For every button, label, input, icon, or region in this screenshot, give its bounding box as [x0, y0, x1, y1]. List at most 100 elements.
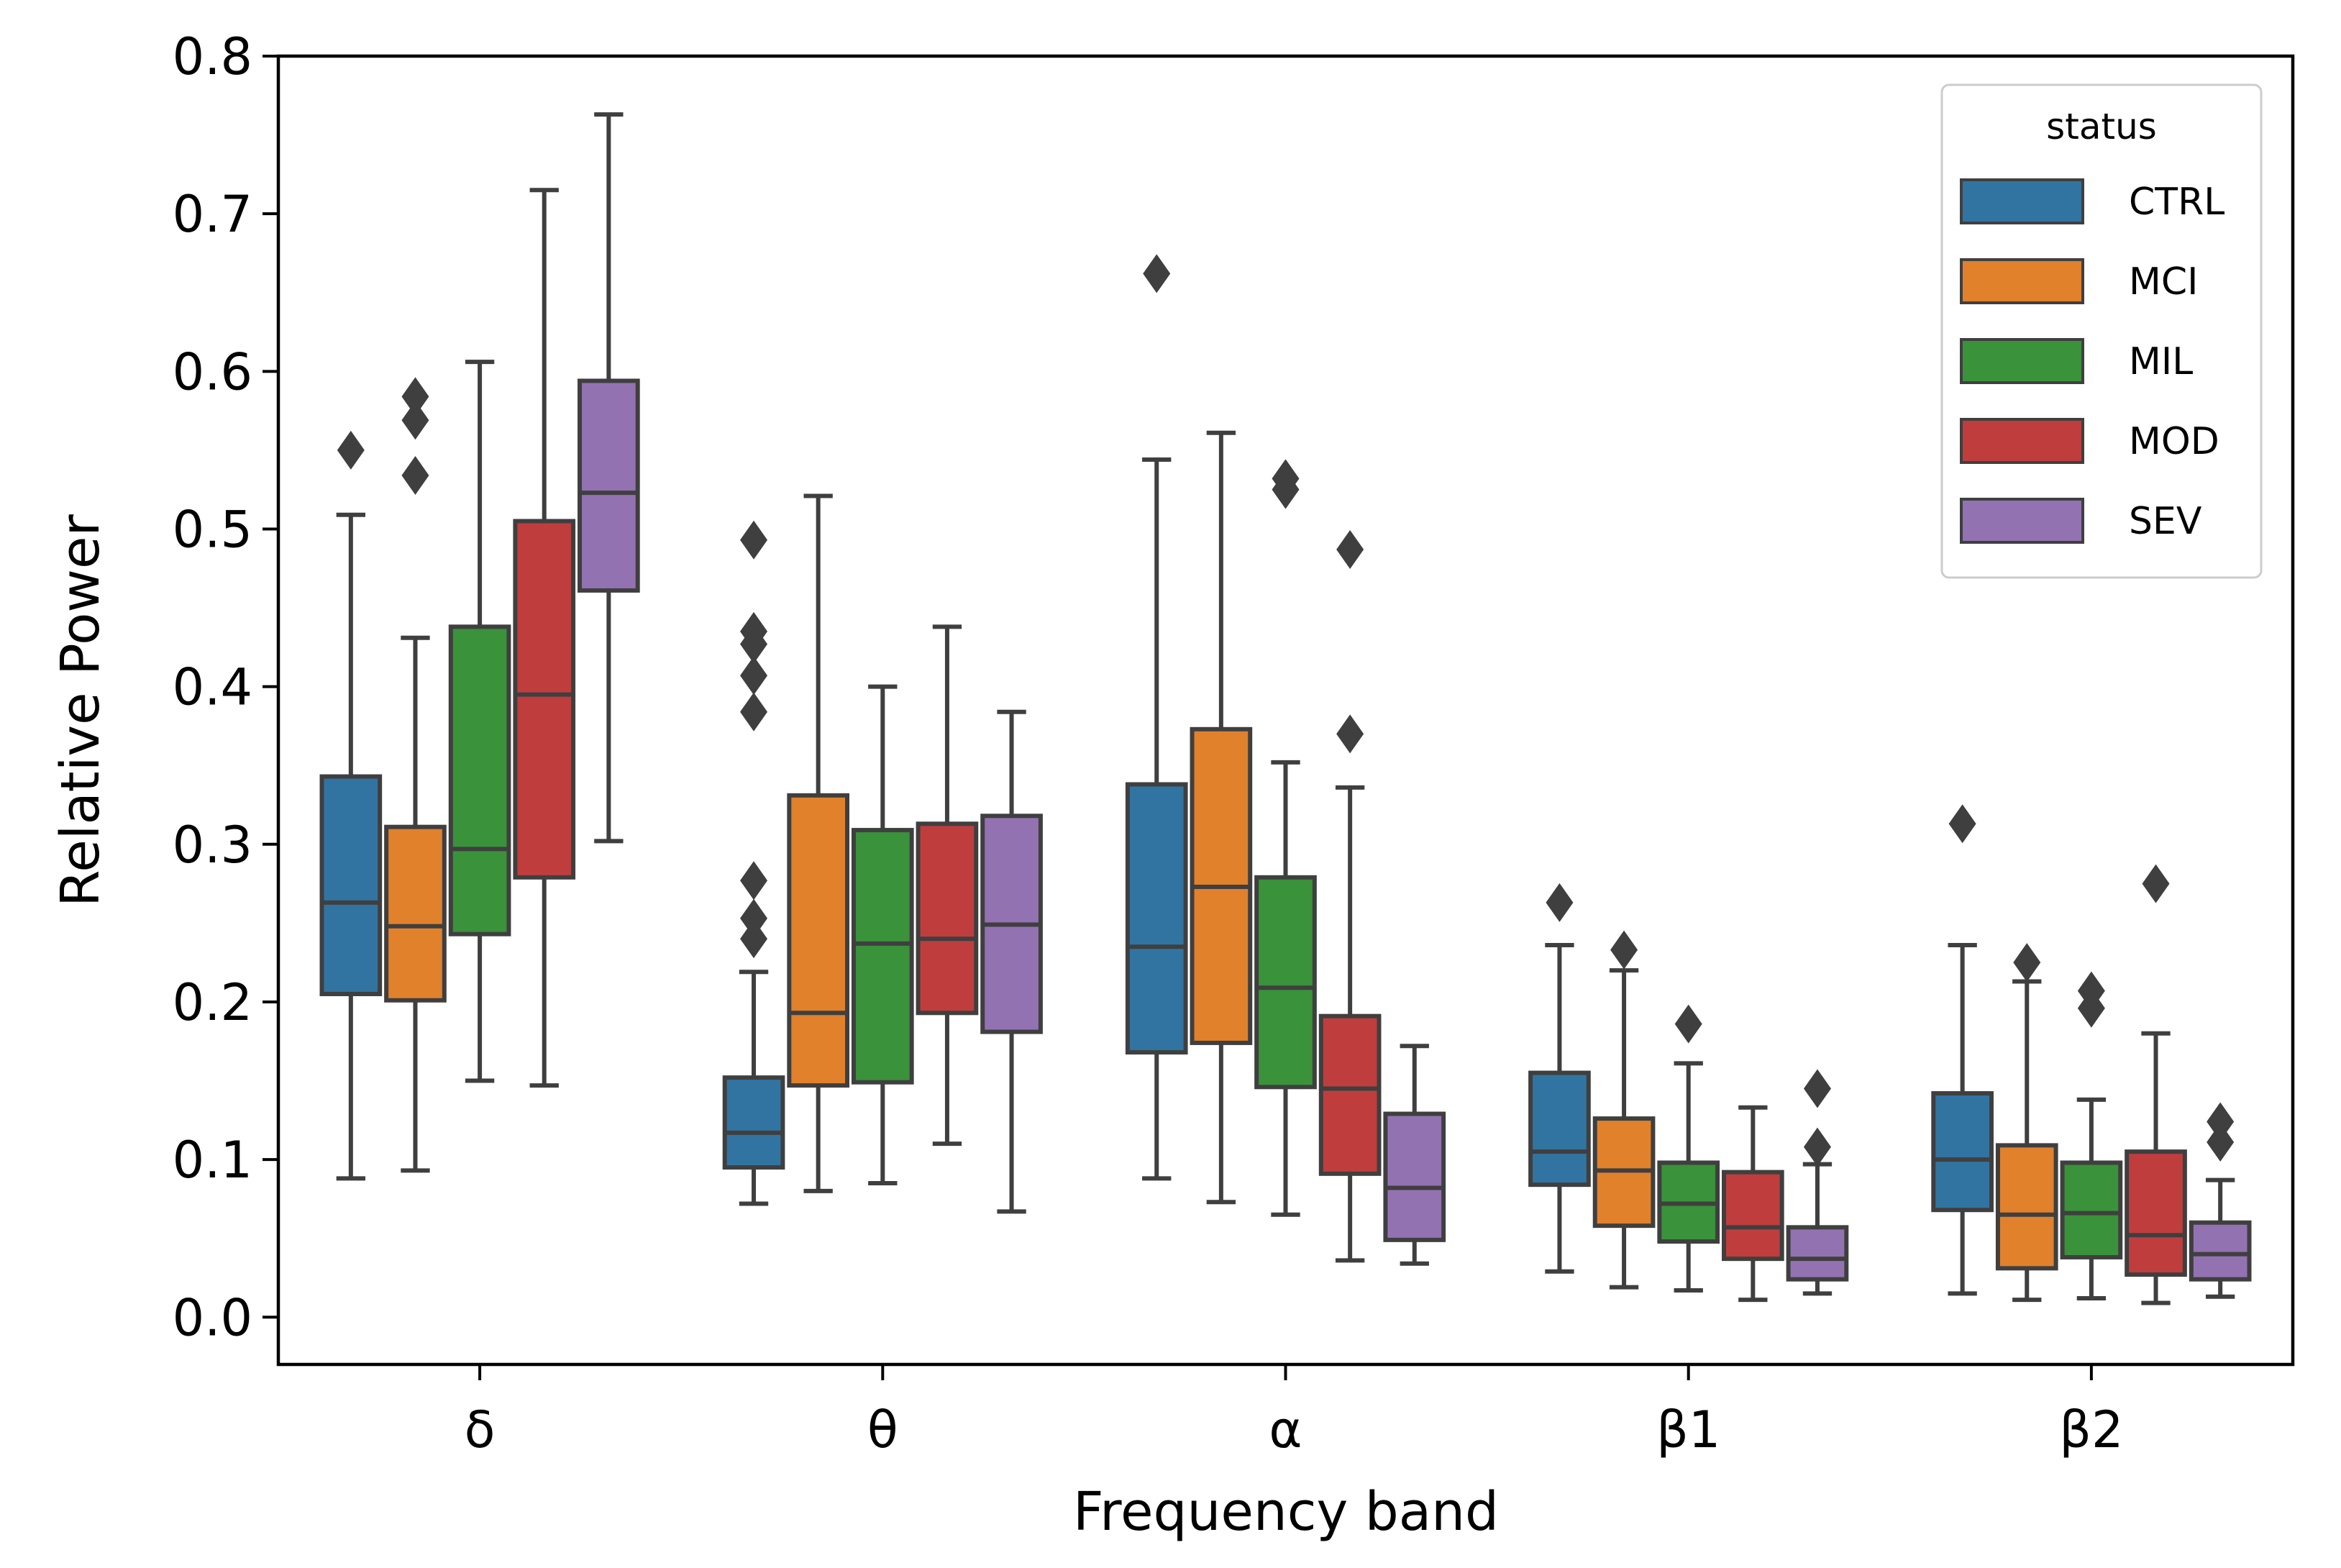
box-mod-3: [1721, 1105, 1784, 1303]
outlier-marker: [740, 898, 768, 938]
iqr-box: [1786, 1225, 1849, 1282]
outlier-marker: [1674, 1004, 1702, 1044]
box-mil-2: [1254, 459, 1317, 1217]
box-mil-3: [1657, 1004, 1720, 1293]
outlier-marker: [1336, 714, 1364, 754]
iqr-box: [1383, 1111, 1446, 1242]
outlier-marker: [2077, 971, 2105, 1011]
outlier-marker: [1948, 804, 1976, 844]
y-tick-label: 0.3: [173, 816, 252, 875]
y-axis-label: Relative Power: [50, 514, 111, 907]
iqr-box: [319, 774, 383, 996]
iqr-box: [513, 519, 576, 880]
x-tick-label: β2: [2059, 1400, 2123, 1459]
box-mci-0: [384, 377, 447, 1173]
y-tick-label: 0.4: [173, 658, 252, 717]
box-sev-3: [1786, 1069, 1849, 1296]
outlier-marker: [2013, 943, 2041, 983]
iqr-box: [1318, 1013, 1382, 1176]
iqr-box: [851, 828, 914, 1085]
iqr-box: [1931, 1091, 1994, 1213]
legend-label-ctrl: CTRL: [2129, 181, 2224, 224]
box-mod-0: [513, 188, 576, 1088]
box-sev-0: [578, 112, 640, 844]
iqr-box: [916, 821, 979, 1016]
x-tick-label: β1: [1656, 1400, 1720, 1459]
legend-label-sev: SEV: [2129, 500, 2202, 543]
outlier-marker: [337, 430, 365, 470]
y-tick-label: 0.1: [173, 1131, 252, 1190]
outlier-marker: [740, 520, 768, 560]
y-tick-label: 0.5: [173, 500, 252, 559]
box-sev-4: [2189, 1102, 2252, 1299]
outlier-marker: [740, 861, 768, 901]
outlier-marker: [1272, 459, 1300, 498]
iqr-box: [1125, 782, 1188, 1055]
iqr-box: [1995, 1143, 2058, 1271]
box-mci-1: [787, 493, 850, 1193]
outlier-marker: [401, 377, 429, 416]
box-ctrl-0: [319, 430, 383, 1181]
box-ctrl-1: [722, 520, 785, 1206]
outlier-marker: [401, 401, 429, 440]
box-mci-2: [1190, 430, 1253, 1205]
x-tick-label: θ: [867, 1400, 898, 1459]
legend-label-mci: MCI: [2129, 260, 2199, 304]
legend-swatch-ctrl: [1960, 178, 2084, 224]
outlier-marker: [740, 919, 768, 959]
legend-swatch-mci: [1960, 258, 2084, 304]
iqr-box: [1254, 875, 1317, 1090]
y-tick-label: 0.8: [173, 27, 252, 86]
iqr-box: [1721, 1170, 1784, 1262]
outlier-marker: [1143, 254, 1171, 293]
iqr-box: [578, 378, 640, 593]
outlier-marker: [401, 455, 429, 495]
box-ctrl-2: [1125, 254, 1188, 1181]
box-ctrl-3: [1528, 883, 1591, 1274]
outlier-marker: [1803, 1127, 1831, 1167]
y-axis: 0.0 0.1 0.2 0.3 0.4 0.5 0.6 0.7 0.8: [173, 27, 278, 1347]
box-mod-2: [1318, 529, 1382, 1263]
outlier-marker: [1803, 1069, 1831, 1108]
y-tick-label: 0.7: [173, 185, 252, 244]
x-tick-label: δ: [465, 1400, 496, 1459]
legend-label-mod: MOD: [2129, 420, 2219, 463]
y-tick-label: 0.0: [173, 1288, 252, 1347]
legend-swatch-mod: [1960, 418, 2084, 464]
legend-title: status: [2046, 106, 2157, 147]
box-mod-1: [916, 624, 979, 1147]
iqr-box: [448, 624, 511, 936]
box-ctrl-4: [1931, 804, 1994, 1296]
outlier-marker: [1336, 529, 1364, 569]
box-mil-4: [2060, 971, 2123, 1300]
iqr-box: [2060, 1160, 2123, 1259]
outlier-marker: [740, 656, 768, 696]
outlier-marker: [1610, 930, 1638, 970]
iqr-box: [2189, 1220, 2252, 1282]
y-tick-label: 0.2: [173, 973, 252, 1032]
box-mil-1: [851, 684, 914, 1185]
x-axis: δ θ α β1 β2: [465, 1364, 2124, 1459]
box-sev-2: [1383, 1044, 1446, 1266]
iqr-box: [2125, 1149, 2187, 1277]
legend-swatch-mil: [1960, 338, 2084, 384]
y-tick-label: 0.6: [173, 342, 252, 401]
legend-swatch-sev: [1960, 498, 2084, 544]
box-mil-0: [448, 360, 511, 1083]
outlier-marker: [740, 692, 768, 731]
iqr-box: [722, 1075, 785, 1170]
iqr-box: [1528, 1070, 1591, 1188]
plot-area: [319, 112, 2252, 1305]
iqr-box: [787, 793, 850, 1088]
outlier-marker: [2207, 1122, 2235, 1162]
outlier-marker: [740, 611, 768, 651]
outlier-marker: [1546, 883, 1574, 922]
box-mci-4: [1995, 943, 2058, 1303]
x-axis-label: Frequency band: [1073, 1481, 1499, 1543]
legend-label-mil: MIL: [2129, 340, 2193, 383]
legend: status CTRL MCI MIL MOD SEV: [1940, 83, 2263, 579]
outlier-marker: [2142, 864, 2170, 903]
x-tick-label: α: [1269, 1400, 1302, 1459]
box-mod-4: [2125, 864, 2187, 1305]
